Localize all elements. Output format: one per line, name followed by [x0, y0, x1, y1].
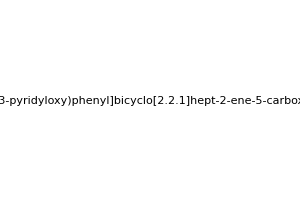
Text: N-[4-(3-pyridyloxy)phenyl]bicyclo[2.2.1]hept-2-ene-5-carboxamide: N-[4-(3-pyridyloxy)phenyl]bicyclo[2.2.1]… — [0, 96, 300, 106]
